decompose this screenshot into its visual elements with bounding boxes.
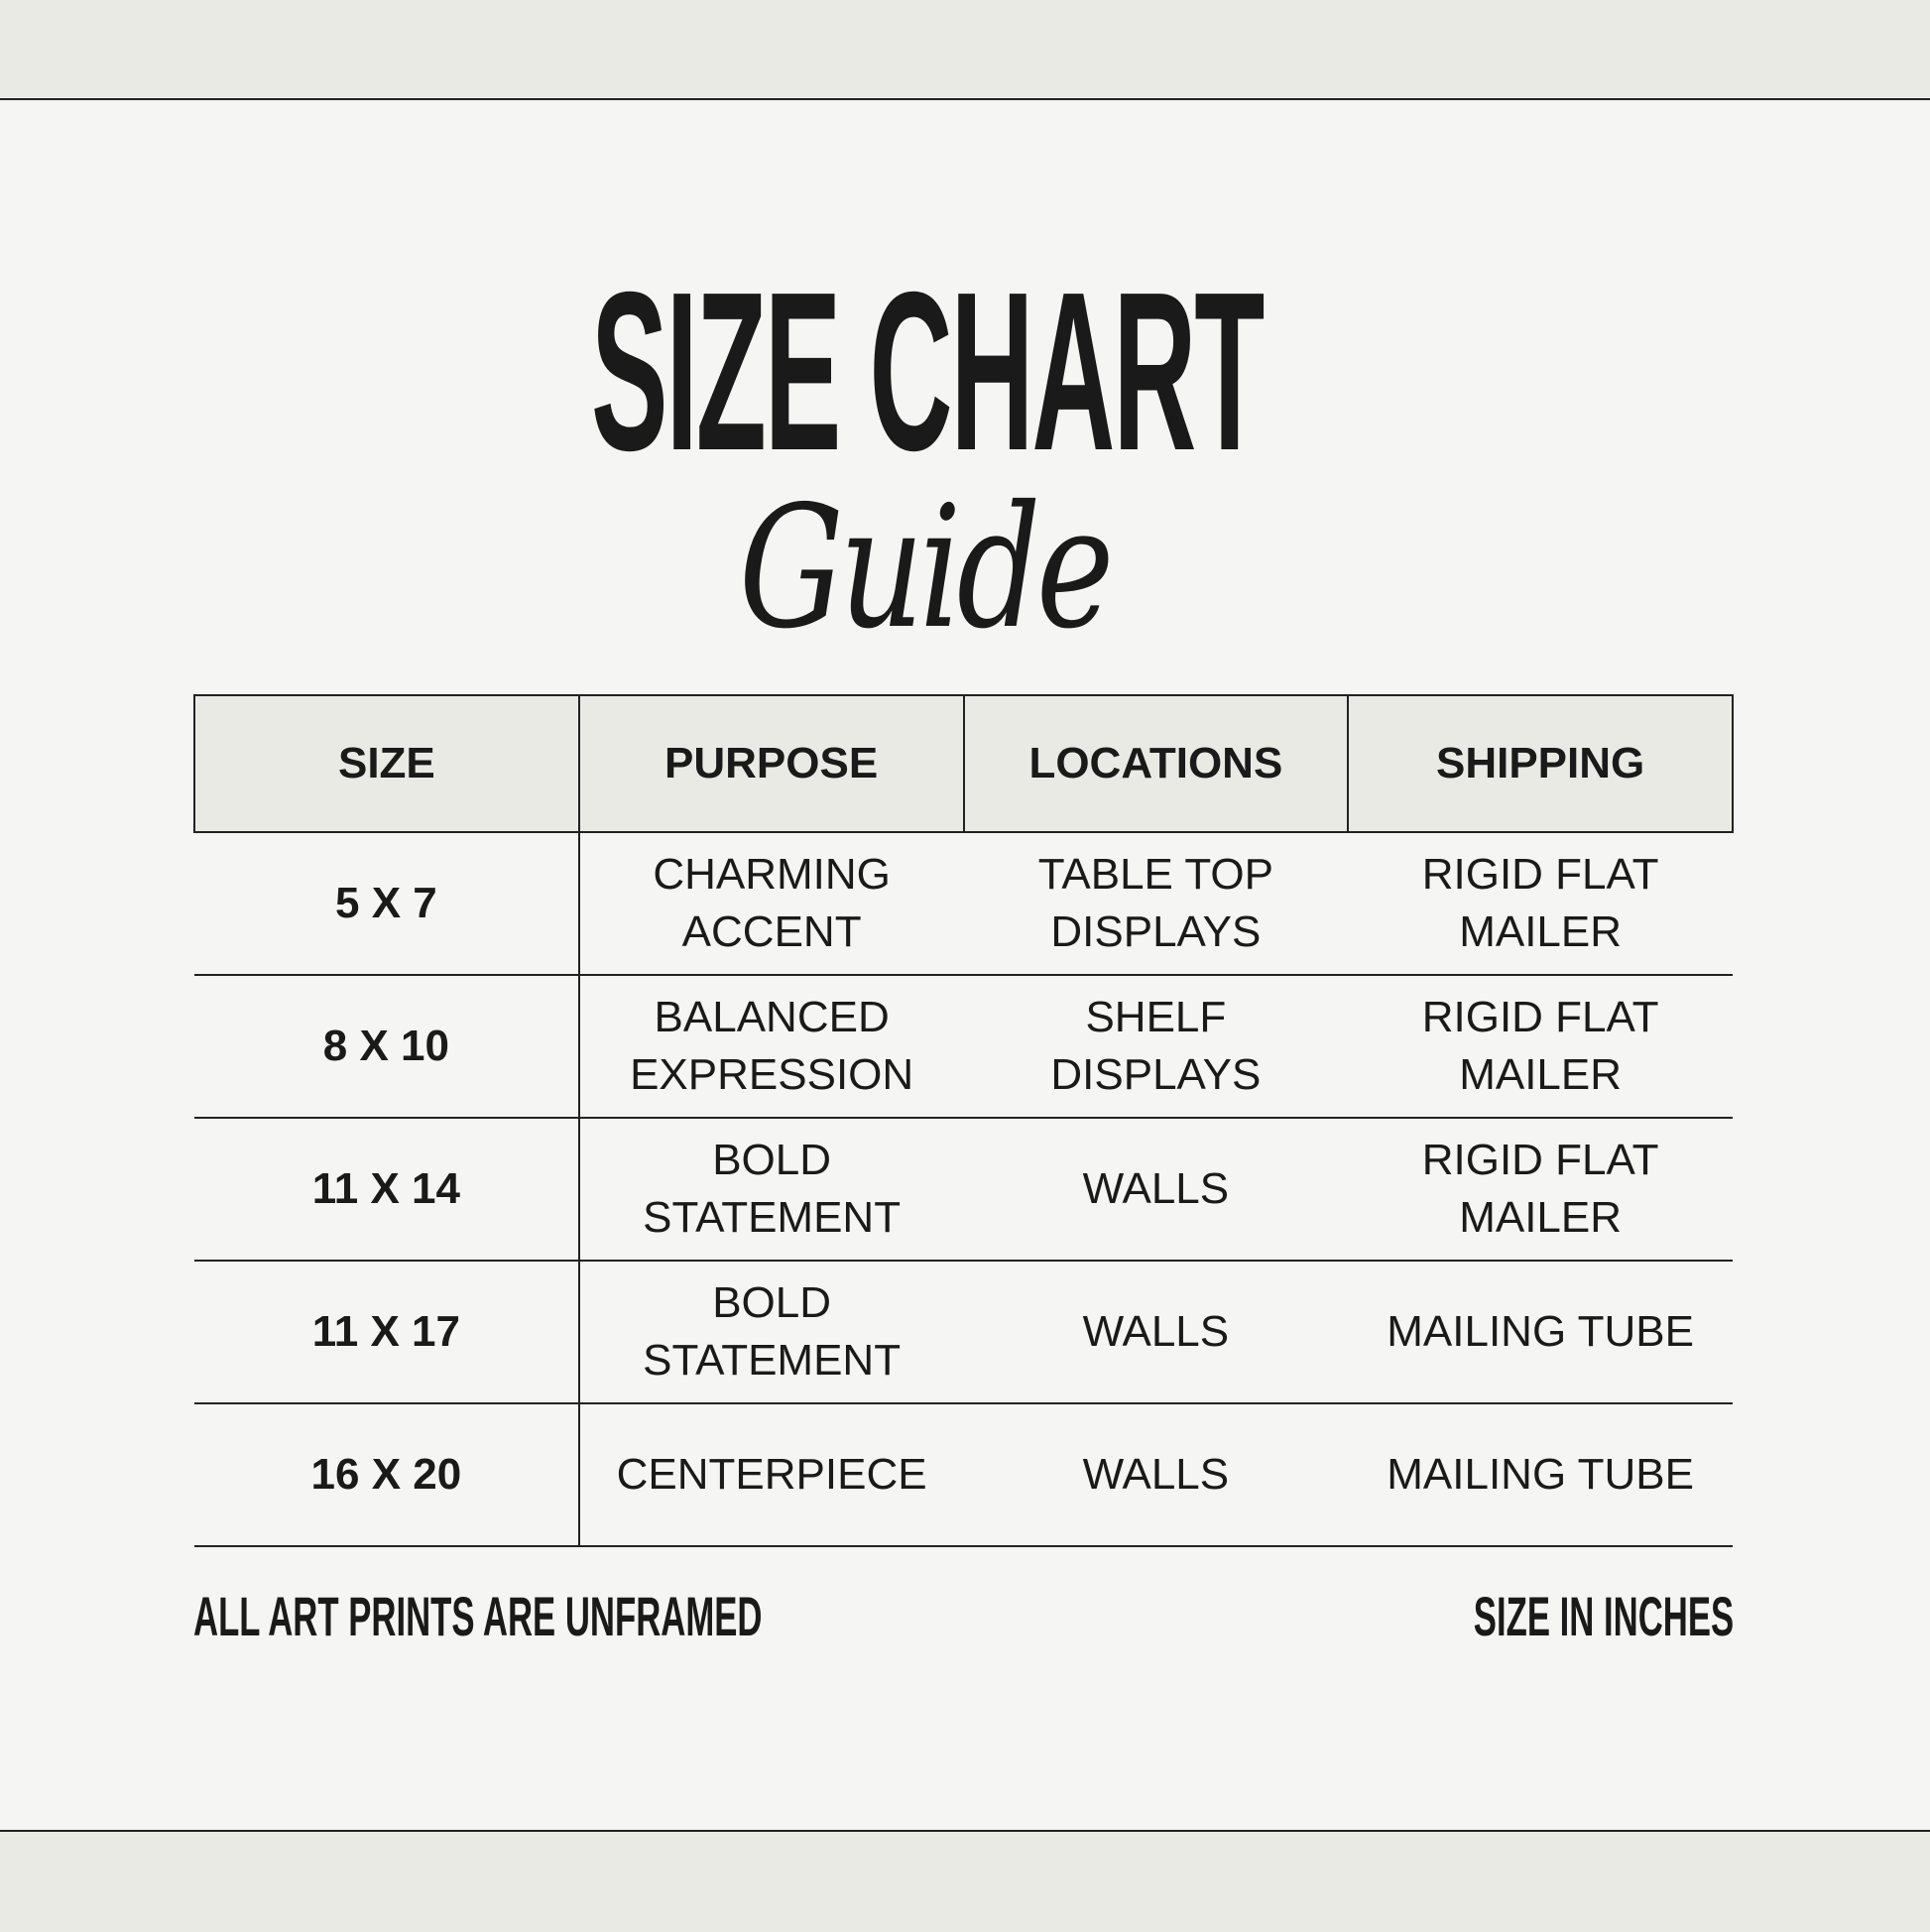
- table-row: 16 X 20 CENTERPIECE WALLS MAILING TUBE: [194, 1403, 1733, 1547]
- cell-location-line: DISPLAYS: [1050, 1050, 1262, 1099]
- cell-purpose: CHARMING ACCENT: [578, 832, 964, 976]
- cell-purpose: CENTERPIECE: [578, 1403, 964, 1547]
- cell-shipping-line: RIGID FLAT: [1421, 850, 1659, 899]
- size-chart-table: SIZE PURPOSE LOCATIONS SHIPPING 5 X 7 CHA…: [193, 694, 1734, 1547]
- table-row: 11 X 14 BOLD STATEMENT WALLS RIGID FLAT MAILE…: [194, 1118, 1733, 1262]
- table-row: 5 X 7 CHARMING ACCENT TABLE TOP DISPLAYS RIGI…: [194, 832, 1733, 976]
- cell-shipping: MAILING TUBE: [1348, 1403, 1733, 1547]
- cell-location: WALLS: [963, 1403, 1349, 1547]
- cell-purpose-line: BALANCED: [654, 993, 890, 1041]
- cell-shipping-line: MAILING TUBE: [1387, 1307, 1694, 1356]
- cell-shipping-line: MAILER: [1459, 907, 1623, 956]
- cell-location-line: WALLS: [1082, 1164, 1230, 1213]
- cell-size: 16 X 20: [194, 1403, 580, 1547]
- cell-shipping: RIGID FLAT MAILER: [1348, 1118, 1733, 1262]
- cell-location: TABLE TOP DISPLAYS: [963, 832, 1349, 976]
- cell-purpose-line: ACCENT: [681, 907, 862, 956]
- cell-location: SHELF DISPLAYS: [963, 975, 1349, 1119]
- title-main: SIZE CHART: [591, 246, 1265, 498]
- units-note: SIZE IN INCHES: [1473, 1585, 1734, 1647]
- cell-shipping-line: RIGID FLAT: [1421, 993, 1659, 1041]
- cell-location-line: TABLE TOP: [1037, 850, 1273, 899]
- cell-shipping-line: MAILER: [1459, 1193, 1623, 1242]
- cell-size: 11 X 17: [194, 1261, 580, 1404]
- header-size: SIZE: [193, 694, 580, 833]
- cell-location: WALLS: [963, 1261, 1349, 1404]
- page-title: SIZE CHART: [591, 246, 1339, 498]
- table-row: 8 X 10 BALANCED EXPRESSION SHELF DISPLAYS RIG…: [194, 975, 1733, 1119]
- header-locations: LOCATIONS: [962, 694, 1350, 833]
- cell-purpose-line: CHARMING: [653, 850, 891, 899]
- cell-location-line: SHELF: [1085, 993, 1227, 1041]
- cell-shipping: MAILING TUBE: [1348, 1261, 1733, 1404]
- table-row: 11 X 17 BOLD STATEMENT WALLS MAILING TUBE: [194, 1261, 1733, 1404]
- cell-shipping-line: MAILING TUBE: [1387, 1450, 1694, 1499]
- cell-location: WALLS: [963, 1118, 1349, 1262]
- bottom-band: [0, 1830, 1930, 1932]
- unframed-note: ALL ART PRINTS ARE UNFRAMED: [193, 1585, 763, 1647]
- cell-size: 5 X 7: [194, 832, 580, 976]
- cell-purpose-line: CENTERPIECE: [616, 1450, 927, 1499]
- title-script: Guide: [739, 470, 1114, 666]
- cell-location-line: DISPLAYS: [1050, 907, 1262, 956]
- header-shipping: SHIPPING: [1347, 694, 1734, 833]
- cell-purpose-line: BOLD: [712, 1136, 832, 1184]
- cell-purpose-line: STATEMENT: [643, 1336, 902, 1385]
- cell-purpose-line: STATEMENT: [643, 1193, 902, 1242]
- cell-shipping: RIGID FLAT MAILER: [1348, 975, 1733, 1119]
- cell-purpose: BOLD STATEMENT: [578, 1118, 964, 1262]
- cell-purpose-line: EXPRESSION: [630, 1050, 914, 1099]
- cell-location-line: WALLS: [1082, 1450, 1230, 1499]
- cell-purpose: BOLD STATEMENT: [578, 1261, 964, 1404]
- cell-shipping-line: RIGID FLAT: [1421, 1136, 1659, 1184]
- cell-shipping: RIGID FLAT MAILER: [1348, 832, 1733, 976]
- header-purpose: PURPOSE: [577, 694, 965, 833]
- cell-purpose: BALANCED EXPRESSION: [578, 975, 964, 1119]
- cell-location-line: WALLS: [1082, 1307, 1230, 1356]
- table-header-row: SIZE PURPOSE LOCATIONS SHIPPING: [193, 694, 1734, 833]
- cell-size: 8 X 10: [194, 975, 580, 1119]
- cell-shipping-line: MAILER: [1459, 1050, 1623, 1099]
- cell-size: 11 X 14: [194, 1118, 580, 1262]
- cell-purpose-line: BOLD: [712, 1278, 832, 1327]
- top-band: [0, 0, 1930, 100]
